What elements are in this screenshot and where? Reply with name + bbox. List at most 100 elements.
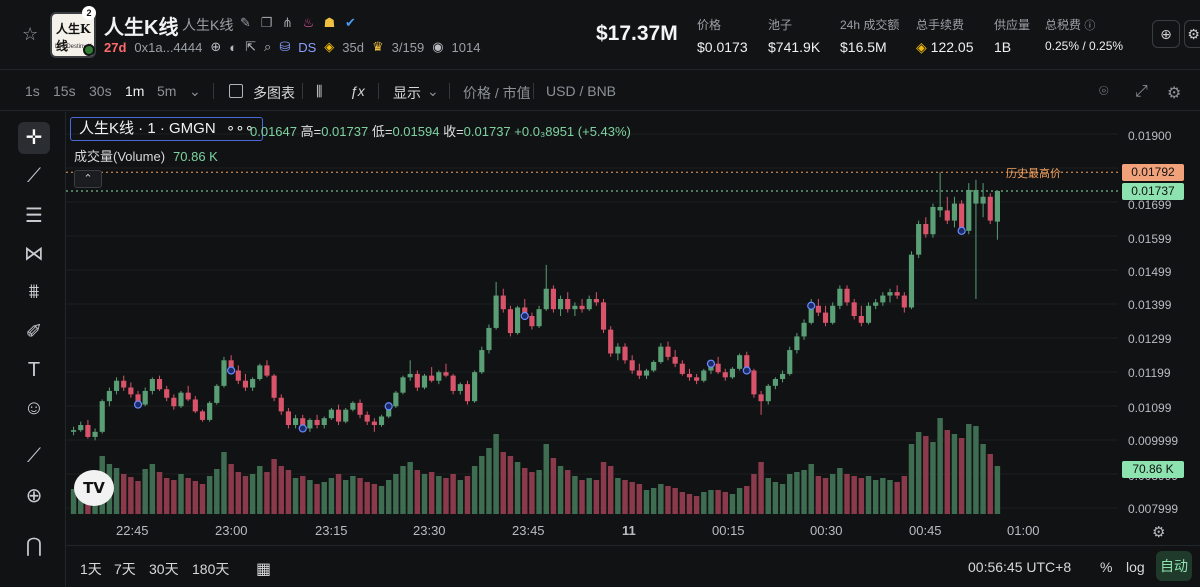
ds-label[interactable]: DS [298, 39, 317, 55]
display-menu[interactable]: 显示 [393, 85, 421, 101]
external-link-icon[interactable]: ⇱ [245, 39, 257, 54]
volume-bar [364, 482, 370, 514]
currency-toggle[interactable]: USD / BNB [546, 83, 617, 99]
volume-bar [787, 474, 793, 514]
projection-icon[interactable]: ⩩ [28, 281, 40, 303]
candle-body [908, 254, 915, 308]
volume-bar [249, 474, 256, 514]
copy-icon[interactable]: ❐ [260, 15, 273, 30]
flame-icon[interactable]: ♨ [302, 15, 315, 30]
multi-chart-toggle[interactable]: 多图表 [253, 85, 295, 101]
emoji-icon[interactable]: ☺ [23, 397, 45, 419]
crosshair-icon[interactable]: ✛ [18, 122, 50, 154]
y-tick: 0.01599 [1128, 232, 1172, 246]
symbol-legend[interactable]: 人生K线 · 1 · GMGN ∘∘∘ [70, 117, 264, 141]
add-alert-button[interactable]: ⊕ [1152, 20, 1180, 48]
ruler-icon[interactable]: ⟋ [27, 445, 41, 467]
candle-body [443, 372, 449, 376]
search-icon[interactable]: ⌕ [264, 39, 272, 54]
expand-icon[interactable]: ⤢ [1135, 83, 1148, 100]
percent-toggle[interactable]: % [1100, 559, 1113, 575]
candle-body [865, 305, 872, 323]
volume-bar [300, 476, 306, 514]
ath-label: 历史最高价 [1006, 168, 1061, 180]
pattern-icon[interactable]: ⋈ [24, 243, 44, 265]
interval-15s[interactable]: 15s [53, 83, 76, 99]
multi-chart-checkbox[interactable] [229, 84, 243, 98]
camera-icon[interactable]: ⌾ [1099, 83, 1109, 100]
volume-legend[interactable]: 成交量(Volume) 70.86 K [74, 149, 218, 164]
stat-pool: 池子 $741.9K [768, 18, 821, 55]
candle-body [486, 327, 492, 351]
chevron-down-icon[interactable]: ⌄ [189, 83, 201, 99]
candle-body [357, 402, 363, 415]
token-address[interactable]: 0x1a...4444 [134, 39, 203, 55]
chart-link-icon[interactable]: ◐ [229, 39, 238, 55]
indicators-icon[interactable]: ƒx [350, 83, 365, 99]
clock-readout[interactable]: 00:56:45 UTC+8 [968, 559, 1072, 575]
edit-icon[interactable]: ✎ [240, 15, 251, 30]
range-7d[interactable]: 7天 [114, 561, 136, 577]
candle-type-icon[interactable]: ⫼ [316, 83, 323, 99]
share-icon[interactable]: ⋔ [282, 15, 293, 30]
volume-bar [149, 464, 156, 514]
x-tick: 00:45 [909, 523, 942, 538]
more-icon: ∘∘∘ [225, 120, 255, 137]
candle-body [278, 397, 284, 412]
candle-body [429, 375, 435, 381]
verified-icon[interactable]: ✔ [345, 15, 356, 30]
candle-body [78, 425, 84, 431]
price-mcap-toggle[interactable]: 价格 / 市值 [463, 85, 531, 101]
gear-icon[interactable]: ⚙ [1167, 85, 1182, 102]
candle-body [250, 379, 256, 388]
calendar-icon[interactable]: ▦ [256, 561, 272, 578]
candle-body [873, 302, 879, 306]
time-axis[interactable]: 22:45 23:00 23:15 23:30 23:45 11 00:15 0… [66, 518, 1165, 542]
range-30d[interactable]: 30天 [149, 561, 179, 577]
candle-body [328, 409, 334, 419]
chevron-down-icon[interactable]: ⌄ [427, 83, 439, 99]
volume-bar [650, 488, 657, 514]
interval-1s[interactable]: 1s [25, 83, 40, 99]
price-axis[interactable]: 0.01900 0.01699 0.01599 0.01499 0.01399 … [1118, 112, 1200, 520]
candle-body [400, 377, 406, 393]
range-180d[interactable]: 180天 [192, 561, 230, 577]
magnet-icon[interactable]: ⋂ [25, 535, 43, 557]
settings-button[interactable]: ⚙ [1184, 20, 1200, 48]
y-tick: 0.01199 [1128, 366, 1171, 380]
interval-1m[interactable]: 1m [125, 83, 145, 99]
candle-body [894, 292, 900, 296]
candle-body [808, 305, 814, 323]
text-tool-icon[interactable]: T [27, 359, 41, 381]
interval-5m[interactable]: 5m [157, 83, 177, 99]
token-age: 27d [104, 39, 127, 55]
trade-marker [227, 366, 236, 375]
collapse-legend-button[interactable]: ⌃ [74, 170, 102, 188]
volume-bar [607, 466, 614, 514]
range-1d[interactable]: 1天 [80, 561, 102, 577]
brush-icon[interactable]: ✐ [25, 321, 43, 343]
volume-bar [908, 444, 915, 514]
volume-bar [536, 470, 542, 514]
fib-lines-icon[interactable]: ☰ [25, 205, 43, 227]
candle-body [464, 384, 471, 402]
team-icon[interactable]: ☗ [323, 15, 336, 30]
auto-scale-toggle[interactable]: 自动 [1156, 551, 1192, 581]
star-icon[interactable]: ☆ [22, 24, 39, 44]
interval-30s[interactable]: 30s [89, 83, 112, 99]
volume-bar [987, 454, 993, 514]
info-icon: ⓘ [1084, 20, 1096, 32]
volume-bar [851, 476, 857, 514]
zoom-in-icon[interactable]: ⊕ [25, 485, 43, 507]
candle-body [522, 307, 528, 316]
candlestick-chart[interactable] [66, 112, 1118, 520]
log-toggle[interactable]: log [1126, 559, 1145, 575]
volume-bar [636, 484, 643, 514]
volume-bar [622, 480, 628, 514]
tradingview-logo[interactable]: TV [74, 470, 114, 506]
volume-bar [880, 478, 886, 514]
chef-icon[interactable]: ⛁ [279, 39, 291, 54]
trendline-icon[interactable]: ⟋ [27, 165, 41, 187]
globe-icon[interactable]: ⊕ [210, 39, 222, 54]
axis-settings-icon[interactable]: ⚙ [1152, 524, 1166, 541]
